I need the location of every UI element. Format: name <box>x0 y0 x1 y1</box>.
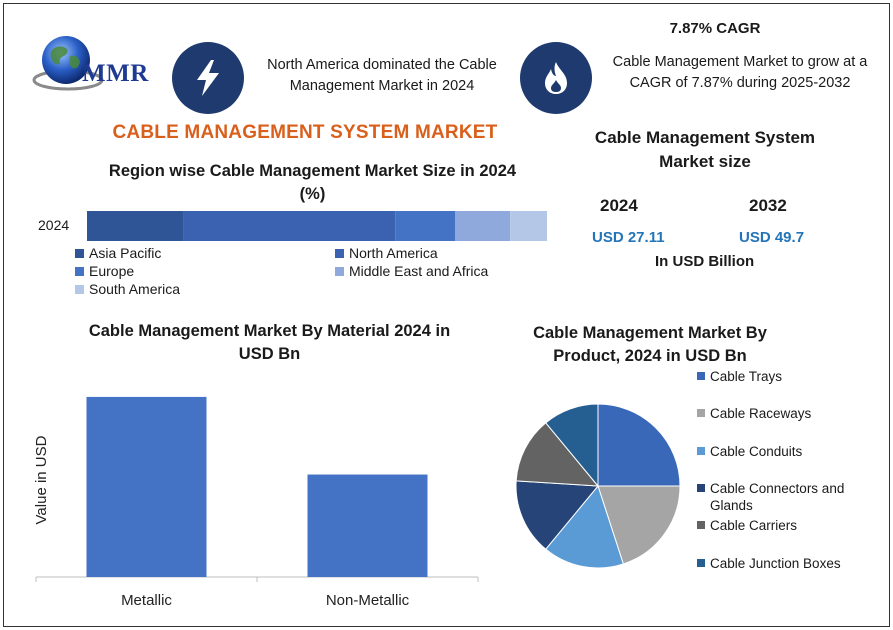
region-segment-0 <box>87 211 184 241</box>
region-segment-1 <box>183 211 396 241</box>
product-pie-chart <box>515 403 681 569</box>
legend-label: Europe <box>89 263 135 279</box>
mmr-logo: MMR <box>30 30 170 110</box>
legend-label: Cable Conduits <box>710 444 803 459</box>
pie-slice-5 <box>545 403 599 488</box>
legend-swatch <box>697 521 705 529</box>
legend-label: North America <box>349 245 438 261</box>
market-size-title: Cable Management System Market size <box>594 128 816 171</box>
product-legend-item: Cable Connectors and Glands <box>697 480 877 514</box>
pie-slice-4 <box>515 422 600 487</box>
value-2032: USD 49.7 <box>739 229 805 246</box>
material-bar-non-metallic <box>307 474 428 577</box>
legend-swatch <box>75 284 84 294</box>
legend-swatch <box>335 266 344 276</box>
region-segment-3 <box>455 211 511 241</box>
pie-slice-0 <box>597 403 681 487</box>
region-legend-item: North America <box>335 245 438 261</box>
legend-label: Cable Carriers <box>710 518 798 533</box>
flame-icon <box>520 42 592 114</box>
pie-slice-2 <box>545 484 624 569</box>
globe-icon <box>32 36 104 91</box>
region-segment-2 <box>395 211 455 241</box>
pie-slice-3 <box>515 480 600 550</box>
unit-label: In USD Billion <box>655 253 755 270</box>
headline-cagr: Cable Management Market to grow at a CAG… <box>612 54 868 91</box>
region-tick-label: 2024 <box>38 217 70 233</box>
legend-label: Cable Trays <box>710 369 783 384</box>
material-y-axis-label: Value in USD <box>33 435 50 524</box>
legend-label: Cable Raceways <box>710 406 812 421</box>
cagr-title: 7.87% CAGR <box>669 20 761 37</box>
legend-swatch <box>697 447 705 455</box>
product-legend-item: Cable Carriers <box>697 517 877 534</box>
legend-swatch <box>75 248 84 258</box>
legend-label: South America <box>89 281 181 297</box>
legend-swatch <box>697 409 705 417</box>
legend-swatch <box>75 266 84 276</box>
region-legend-item: Asia Pacific <box>75 245 161 261</box>
legend-label: Asia Pacific <box>89 245 162 261</box>
value-2024: USD 27.11 <box>592 229 665 246</box>
product-legend-item: Cable Junction Boxes <box>697 555 877 572</box>
region-legend-item: Middle East and Africa <box>335 263 488 279</box>
product-legend-item: Cable Trays <box>697 368 877 385</box>
year-2024-label: 2024 <box>600 196 638 215</box>
logo-text: MMR <box>82 60 149 87</box>
region-legend-item: South America <box>75 281 180 297</box>
product-legend-item: Cable Raceways <box>697 405 877 422</box>
headline-north-america: North America dominated the Cable Manage… <box>267 57 497 94</box>
region-segment-4 <box>510 211 547 241</box>
region-chart-title: Region wise Cable Management Market Size… <box>108 162 517 203</box>
region-legend-item: Europe <box>75 263 134 279</box>
legend-label: Middle East and Africa <box>349 263 489 279</box>
lightning-icon <box>172 42 244 114</box>
product-chart-title: Cable Management Market By Product, 2024… <box>533 324 767 365</box>
legend-swatch <box>697 484 705 492</box>
page-title: CABLE MANAGEMENT SYSTEM MARKET <box>112 122 498 143</box>
year-2032-label: 2032 <box>749 196 787 215</box>
region-legend: Asia Pacific North America Europe Middle Ea… <box>75 245 535 303</box>
legend-label: Cable Junction Boxes <box>710 556 841 571</box>
legend-swatch <box>335 248 344 258</box>
product-legend: Cable Trays Cable Raceways Cable Conduits C… <box>697 368 877 578</box>
material-tick-label: Non-Metallic <box>326 592 410 609</box>
infographic-frame <box>3 3 890 627</box>
product-legend-item: Cable Conduits <box>697 443 877 460</box>
legend-swatch <box>697 559 705 567</box>
pie-slice-1 <box>597 485 681 565</box>
legend-swatch <box>697 372 705 380</box>
material-bar-metallic <box>86 396 207 577</box>
legend-label: Cable Connectors and Glands <box>710 481 845 513</box>
material-bar-chart: Value in USD Metallic Non-Metallic <box>33 396 479 609</box>
material-tick-label: Metallic <box>121 592 172 609</box>
material-chart-title: Cable Management Market By Material 2024… <box>88 322 451 363</box>
region-stacked-bar <box>87 211 547 241</box>
